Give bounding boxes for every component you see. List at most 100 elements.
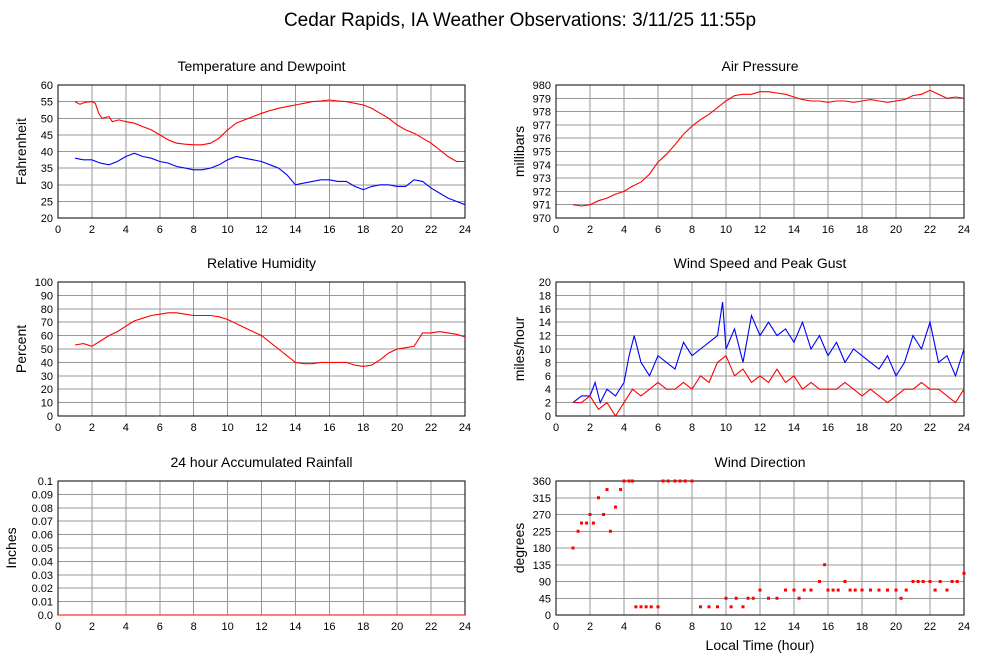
x-tick-label: 4 (123, 422, 129, 434)
x-tick-label: 20 (890, 621, 902, 633)
wind-direction-point (950, 580, 954, 583)
x-tick-label: 8 (689, 422, 695, 434)
x-tick-label: 14 (788, 422, 800, 434)
air-pressure-series-1-line (572, 89, 965, 207)
y-tick-label: 90 (41, 290, 53, 302)
relative-humidity-title: Relative Humidity (207, 255, 316, 271)
y-tick-label: 10 (41, 398, 53, 410)
x-tick-label: 24 (958, 422, 970, 434)
wind-direction-point (809, 588, 813, 592)
y-tick-label: 25 (41, 196, 53, 208)
wind-direction-point (614, 505, 617, 509)
y-tick-label: 35 (41, 163, 53, 175)
wind-direction-point (933, 588, 937, 592)
y-tick-label: 971 (533, 200, 551, 212)
wind-direction-point (945, 588, 949, 592)
x-tick-label: 24 (958, 621, 970, 633)
x-tick-label: 14 (788, 621, 800, 633)
x-tick-label: 0 (55, 224, 61, 236)
wind-direction-point (649, 605, 653, 609)
y-tick-label: 360 (533, 476, 551, 488)
wind-direction-point (792, 588, 796, 592)
x-tick-label: 12 (754, 621, 766, 633)
24-hour-accumulated-rainfall-y-axis-label: Inches (3, 527, 19, 568)
x-tick-label: 22 (924, 621, 936, 633)
x-tick-label: 0 (55, 621, 61, 633)
wind-direction-point (784, 588, 787, 592)
y-tick-label: 16 (539, 304, 551, 316)
wind-direction-point (602, 513, 606, 516)
y-tick-label: 20 (41, 213, 53, 225)
y-tick-label: 0 (545, 411, 551, 423)
wind-direction-title: Wind Direction (714, 454, 805, 470)
wind-direction-point (758, 588, 762, 592)
x-tick-label: 16 (822, 422, 834, 434)
x-tick-label: 14 (289, 621, 301, 633)
wind-direction-point (741, 605, 745, 609)
wind-direction-point (699, 605, 702, 609)
x-tick-label: 2 (587, 224, 593, 236)
wind-direction-point (608, 529, 612, 533)
y-tick-label: 225 (533, 526, 551, 538)
relative-humidity-series-1-line (74, 312, 466, 367)
wind-direction-point (585, 521, 589, 525)
y-tick-label: 0.04 (32, 556, 53, 568)
air-pressure-title: Air Pressure (721, 58, 798, 74)
x-tick-label: 24 (459, 422, 471, 434)
x-tick-label: 18 (856, 224, 868, 236)
y-tick-label: 20 (539, 277, 551, 289)
x-tick-label: 8 (191, 422, 197, 434)
temperature-and-dewpoint-chart: 0 2 4 6 8 10 12 14 16 18 20 22 24202530354045505560T… (13, 58, 471, 236)
wind-direction-point (802, 588, 806, 592)
y-tick-label: 0.09 (32, 489, 53, 501)
relative-humidity-chart: 0 2 4 6 8 10 12 14 16 18 20 22 240102030405060708090… (13, 255, 471, 434)
y-tick-label: 18 (539, 290, 551, 302)
x-tick-label: 16 (323, 224, 335, 236)
x-tick-label: 6 (157, 422, 163, 434)
y-tick-label: 30 (41, 371, 53, 383)
y-tick-label: 315 (533, 493, 551, 505)
y-tick-label: 80 (41, 304, 53, 316)
x-tick-label: 24 (958, 224, 970, 236)
x-tick-label: 4 (123, 621, 129, 633)
x-tick-label: 22 (425, 224, 437, 236)
relative-humidity-y-axis-label: Percent (13, 325, 29, 373)
wind-direction-point (591, 521, 595, 525)
wind-direction-point (690, 479, 694, 483)
y-tick-label: 976 (533, 133, 551, 145)
x-tick-label: 8 (689, 621, 695, 633)
wind-direction-point (860, 588, 864, 592)
main-title: Cedar Rapids, IA Weather Observations: 3… (284, 10, 756, 31)
x-tick-label: 10 (720, 224, 732, 236)
wind-speed-and-peak-gust-chart: 0 2 4 6 8 10 12 14 16 18 20 22 2402468101214161820Wi… (511, 255, 970, 434)
y-tick-label: 0 (47, 411, 53, 423)
x-tick-label: 12 (255, 621, 267, 633)
air-pressure-y-axis-label: millibars (511, 126, 527, 177)
y-tick-label: 50 (41, 344, 53, 356)
x-tick-label: 6 (157, 621, 163, 633)
y-tick-label: 270 (533, 510, 551, 522)
y-tick-label: 8 (545, 357, 551, 369)
x-tick-label: 20 (391, 224, 403, 236)
y-tick-label: 0.06 (32, 530, 53, 542)
wind-direction-point (724, 596, 728, 600)
wind-direction-point (848, 588, 852, 592)
wind-direction-point (707, 605, 711, 609)
x-tick-label: 24 (459, 224, 471, 236)
y-tick-label: 40 (41, 147, 53, 159)
wind-direction-point (729, 605, 733, 609)
wind-direction-point (734, 596, 738, 600)
x-tick-label: 4 (621, 422, 627, 434)
y-tick-label: 978 (533, 107, 551, 119)
y-tick-label: 0.03 (32, 570, 53, 582)
x-tick-label: 16 (822, 224, 834, 236)
x-tick-label: 6 (157, 224, 163, 236)
x-tick-label: 24 (459, 621, 471, 633)
y-tick-label: 45 (539, 593, 551, 605)
x-tick-label: 20 (890, 422, 902, 434)
wind-direction-point (683, 479, 687, 483)
x-tick-label: 12 (255, 224, 267, 236)
y-tick-label: 4 (545, 384, 551, 396)
wind-direction-point (869, 588, 872, 592)
